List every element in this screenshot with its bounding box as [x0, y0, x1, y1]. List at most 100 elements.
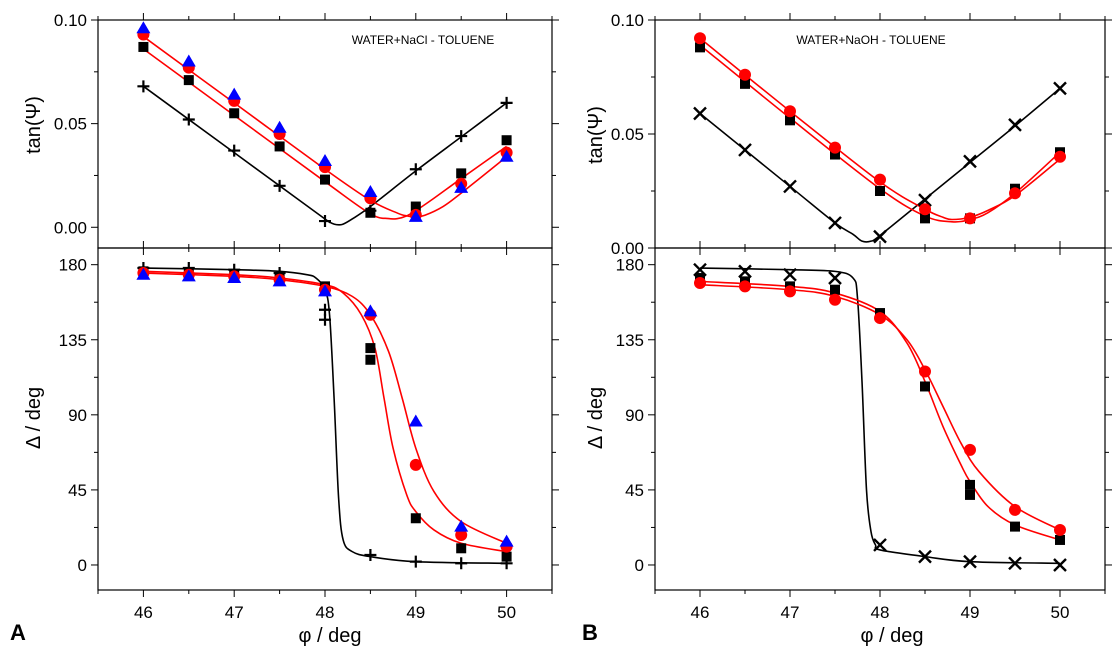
- panel-a-bottom-triangle-point: [408, 414, 423, 427]
- panel-a-bottom-circle-point: [409, 458, 422, 471]
- panel-b-bottom-xtick-label: 49: [961, 603, 980, 622]
- panel-a-label: A: [10, 620, 26, 645]
- panel-b-top-fit-curve: [699, 37, 1061, 221]
- panel-a-top-plus-point: [500, 96, 513, 109]
- panel-a: A WATER+NaCl - TOLUENE φ / deg tan(Ψ) Δ …: [10, 11, 559, 647]
- panel-b-top-ytick-label: 0.05: [611, 125, 644, 144]
- panel-b-top-square-point: [920, 213, 930, 224]
- panel-b-bottom-plot: 46 47 48 49 50 0 45 90 135 180: [616, 241, 1112, 622]
- panel-a-bottom-xtick-label: 46: [134, 603, 153, 622]
- panel-a-top-triangle-point: [227, 87, 242, 100]
- panel-b-bottom-circle-point: [829, 293, 841, 306]
- panel-a-bottom-xtick-label: 48: [316, 603, 335, 622]
- panel-b-bottom-cross-point: [828, 271, 842, 285]
- panel-b-top-cross-point: [738, 143, 752, 157]
- panel-b-top-cross-point: [783, 179, 797, 194]
- panel-b-bottom-ytick-label: 90: [625, 406, 644, 425]
- panel-b-top-ytick-label: 0.10: [611, 11, 644, 30]
- panel-a-top-ytick-label: 0.05: [54, 115, 87, 134]
- panel-b: B WATER+NaOH - TOLUENE φ / deg tan(Ψ) Δ …: [582, 11, 1112, 647]
- panel-b-top-cross-point: [828, 216, 842, 230]
- panel-b-bottom-xtick-label: 48: [871, 603, 890, 622]
- panel-b-bottom-cross-point: [1008, 556, 1022, 571]
- panel-b-top-cross-point: [918, 193, 932, 207]
- panel-a-bottom-square-point: [365, 354, 376, 365]
- panel-b-bottom-xtick-label: 47: [781, 603, 800, 622]
- panel-b-top-circle-point: [919, 203, 931, 216]
- panel-a-top-triangle-point: [363, 185, 378, 198]
- panel-a-bottom-plus-point: [319, 303, 331, 316]
- panel-a-top-plus-point: [455, 130, 468, 143]
- panel-a-top-plus-point: [319, 215, 331, 228]
- panel-b-bottom-ytick-label: 135: [616, 331, 644, 350]
- panel-a-bottom-xtick-label: 49: [406, 603, 425, 622]
- panel-b-top-circle-point: [1054, 150, 1066, 163]
- panel-b-bottom-cross-point: [873, 538, 887, 552]
- panel-b-top-circle-point: [874, 173, 886, 186]
- panel-b-top-circle-point: [739, 68, 751, 81]
- panel-a-bottom-frame: [97, 247, 553, 591]
- panel-b-top-circle-point: [784, 105, 796, 118]
- panel-b-bottom-cross-point: [738, 264, 752, 279]
- panel-a-top-plus-point: [137, 80, 150, 93]
- panel-a-top-square-point: [410, 201, 421, 212]
- panel-b-bottom-circle-point: [1054, 523, 1066, 536]
- panel-a-bottom-triangle-point: [318, 284, 332, 297]
- panel-b-bottom-square-point: [965, 479, 975, 490]
- panel-a-bottom-plus-point: [455, 557, 468, 570]
- panel-a-bottom-fit-curve: [143, 272, 507, 545]
- panel-b-bottom-xtick-label: 46: [691, 603, 710, 622]
- panel-a-top-triangle-point: [136, 21, 151, 34]
- panel-b-bottom-cross-point: [1053, 558, 1067, 572]
- panel-a-bottom-triangle-point: [363, 304, 378, 317]
- panel-a-top-square-point: [183, 75, 194, 86]
- panel-a-top-square-point: [274, 141, 285, 152]
- panel-a-top-square-point: [229, 108, 240, 119]
- panel-a-bottom-ylabel: Δ / deg: [23, 387, 45, 449]
- panel-b-annotation: WATER+NaOH - TOLUENE: [796, 33, 945, 47]
- panel-a-bottom-triangle-point: [181, 269, 196, 282]
- panel-a-bottom-plot: 46 47 48 49 50 0 45 90 135 180: [59, 241, 559, 622]
- panel-a-bottom-square-point: [456, 543, 467, 554]
- panel-a-bottom-xtick-label: 50: [497, 603, 516, 622]
- panel-b-bottom-cross-point: [963, 554, 977, 569]
- panel-a-bottom-square-point: [410, 513, 421, 524]
- panel-b-bottom-ytick-label: 0: [635, 556, 644, 575]
- panel-a-top-ytick-label: 0.10: [54, 11, 87, 30]
- panel-b-top-square-point: [785, 115, 795, 126]
- panel-a-bottom-ytick-label: 135: [59, 331, 87, 350]
- panel-a-top-square-point: [138, 41, 149, 52]
- panel-a-top-ytick-label: 0.00: [54, 218, 87, 237]
- panel-a-bottom-ytick-label: 90: [68, 406, 87, 425]
- panel-a-top-ylabel: tan(Ψ): [23, 96, 45, 154]
- panel-a-bottom-ytick-label: 180: [59, 256, 87, 275]
- panel-a-top-frame: [97, 19, 553, 249]
- panel-b-label: B: [582, 620, 598, 645]
- panel-b-bottom-square-point: [1055, 534, 1065, 545]
- panel-a-bottom-ytick-label: 45: [68, 481, 87, 500]
- panel-a-top-plus-point: [273, 179, 286, 192]
- panel-a-top-fit-curve: [142, 48, 508, 220]
- panel-b-bottom-ytick-label: 180: [616, 256, 644, 275]
- panel-b-top-ytick-label: 0.00: [611, 239, 644, 258]
- panel-b-bottom-circle-point: [964, 443, 976, 456]
- panel-a-top-square-point: [456, 168, 467, 179]
- panel-a-top-square-point: [501, 135, 512, 146]
- panel-b-bottom-cross-point: [918, 549, 932, 564]
- panel-a-top-fit-curve: [142, 35, 508, 218]
- panel-b-top-circle-point: [964, 212, 976, 225]
- panel-b-top-square-point: [695, 42, 705, 53]
- panel-a-bottom-ytick-label: 0: [78, 556, 87, 575]
- panel-a-top-triangle-point: [499, 149, 514, 162]
- panel-a-bottom-triangle-point: [454, 519, 469, 532]
- panel-b-top-fit-curve: [699, 87, 1061, 243]
- panel-b-bottom-data: [693, 262, 1067, 572]
- panel-a-top-square-point: [365, 207, 376, 218]
- panel-b-bottom-xtick-label: 50: [1051, 603, 1070, 622]
- panel-b-top-plot: 0.00 0.05 0.10: [611, 11, 1112, 258]
- panel-a-top-plus-point: [228, 144, 241, 157]
- panel-a-bottom-data: [136, 262, 514, 570]
- panel-b-top-cross-point: [693, 106, 707, 121]
- panel-a-top-triangle-point: [181, 54, 196, 67]
